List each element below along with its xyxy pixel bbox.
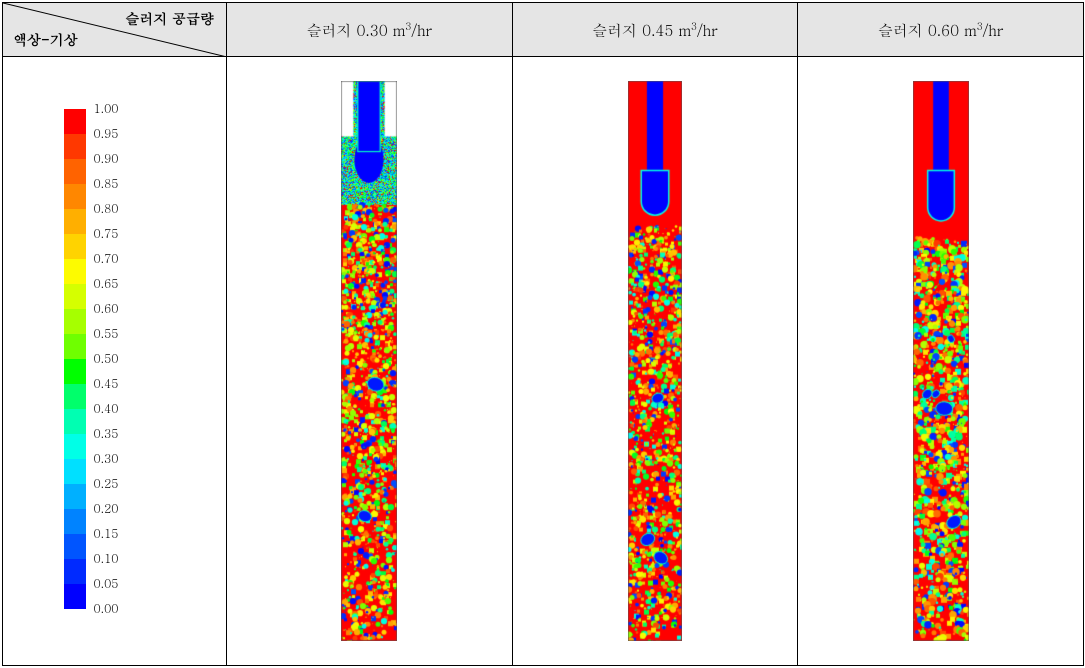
legend-label: 0.95: [94, 125, 119, 142]
col2-unit: m: [959, 20, 977, 41]
legend-seg: [64, 184, 86, 209]
legend-seg: [64, 434, 86, 459]
legend-seg: [64, 309, 86, 334]
header-diag-bottom: 액상-기상: [13, 29, 78, 49]
legend-label: 0.45: [94, 375, 119, 392]
legend-label: 0.00: [94, 600, 119, 617]
content-row: 1.00 0.95 0.90 0.85 0.80 0.75 0.70 0.65 0.60 0.55…: [3, 57, 1084, 666]
legend-seg: [64, 459, 86, 484]
legend-label: 0.25: [94, 475, 119, 492]
col2-suffix: /hr: [983, 20, 1004, 41]
legend-label: 0.05: [94, 575, 119, 592]
legend-seg: [64, 134, 86, 159]
legend-seg: [64, 534, 86, 559]
legend-label: 0.55: [94, 325, 119, 342]
legend-label: 0.60: [94, 300, 119, 317]
legend-seg: [64, 484, 86, 509]
header-col-2: 슬러지 0.60 m3/hr: [798, 3, 1084, 57]
col0-value: 0.30: [356, 20, 387, 41]
legend-seg: [64, 234, 86, 259]
sim-cell-0: [227, 57, 513, 666]
comparison-table: 슬러지 공급량 액상-기상 슬러지 0.30 m3/hr 슬러지 0.45 m3…: [2, 2, 1084, 666]
col1-value: 0.45: [642, 20, 673, 41]
legend-seg: [64, 409, 86, 434]
col1-prefix: 슬러지: [592, 20, 642, 41]
legend-seg: [64, 359, 86, 384]
legend-seg: [64, 109, 86, 134]
legend-seg: [64, 584, 86, 609]
sim-cell-1: [512, 57, 798, 666]
legend-seg: [64, 384, 86, 409]
sim-wrap-0: [341, 81, 397, 641]
legend-label: 0.15: [94, 525, 119, 542]
legend-label: 0.75: [94, 225, 119, 242]
sim-wrap-1: [628, 81, 682, 641]
col0-unit: m: [388, 20, 406, 41]
header-col-1: 슬러지 0.45 m3/hr: [512, 3, 798, 57]
header-diag-top: 슬러지 공급량: [125, 8, 214, 28]
header-row: 슬러지 공급량 액상-기상 슬러지 0.30 m3/hr 슬러지 0.45 m3…: [3, 3, 1084, 57]
legend-label: 0.70: [94, 250, 119, 267]
legend-seg: [64, 259, 86, 284]
legend-label: 0.80: [94, 200, 119, 217]
col0-suffix: /hr: [411, 20, 432, 41]
legend-label: 0.30: [94, 450, 119, 467]
legend-label: 0.10: [94, 550, 119, 567]
legend-label: 0.65: [94, 275, 119, 292]
col2-value: 0.60: [928, 20, 959, 41]
legend-bar: [64, 109, 86, 609]
header-diagonal-cell: 슬러지 공급량 액상-기상: [3, 3, 227, 57]
col2-prefix: 슬러지: [878, 20, 928, 41]
header-col-0: 슬러지 0.30 m3/hr: [227, 3, 513, 57]
col0-prefix: 슬러지: [306, 20, 356, 41]
legend-label: 1.00: [94, 100, 119, 117]
legend-seg: [64, 209, 86, 234]
sim-cell-2: [798, 57, 1084, 666]
legend-cell: 1.00 0.95 0.90 0.85 0.80 0.75 0.70 0.65 0.60 0.55…: [3, 57, 227, 666]
legend-seg: [64, 509, 86, 534]
legend-seg: [64, 159, 86, 184]
color-legend: 1.000.950.900.850.800.750.700.650.600.55…: [30, 109, 200, 613]
legend-label: 0.20: [94, 500, 119, 517]
sim-wrap-2: [913, 81, 969, 641]
legend-label: 0.90: [94, 150, 119, 167]
col1-unit: m: [673, 20, 691, 41]
legend-label: 0.35: [94, 425, 119, 442]
legend-seg: [64, 559, 86, 584]
legend-label: 0.40: [94, 400, 119, 417]
legend-seg: [64, 334, 86, 359]
col1-suffix: /hr: [697, 20, 718, 41]
sim-canvas-2: [913, 81, 969, 641]
legend-label: 0.50: [94, 350, 119, 367]
legend-seg: [64, 284, 86, 309]
legend-label: 0.85: [94, 175, 119, 192]
sim-canvas-0: [341, 81, 397, 641]
sim-canvas-1: [628, 81, 682, 641]
